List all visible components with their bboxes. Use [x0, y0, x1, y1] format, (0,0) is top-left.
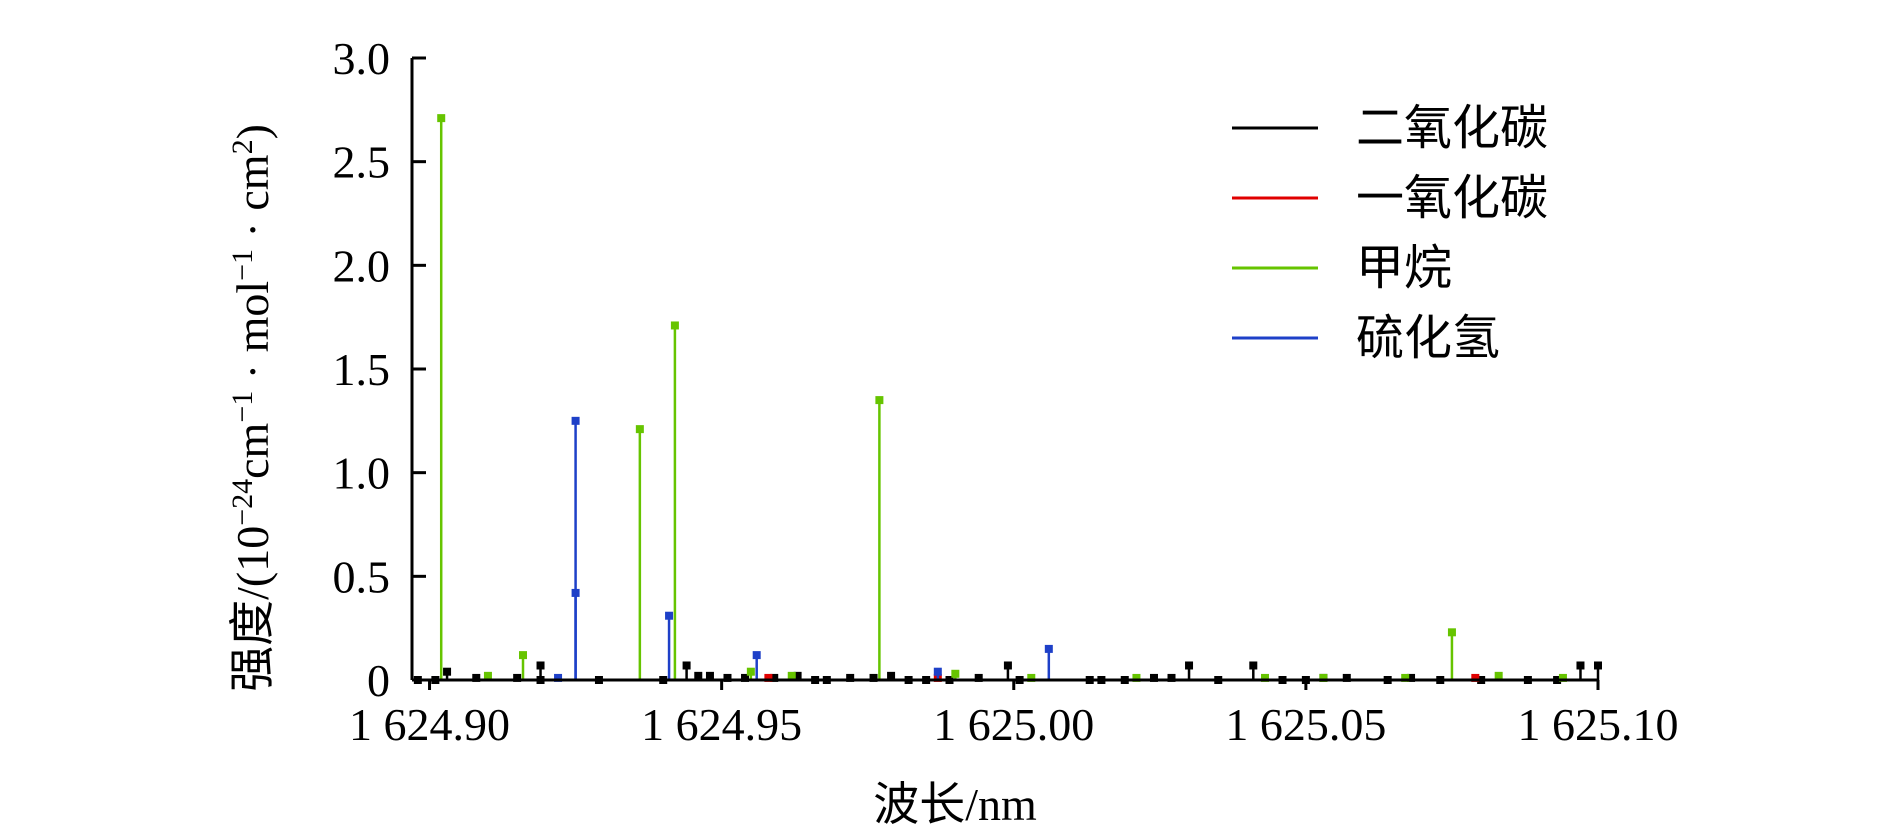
y-axis-label-sup: 2 — [226, 139, 259, 154]
stem-point — [770, 673, 779, 682]
stem-point — [1471, 673, 1480, 682]
stem-point — [682, 661, 691, 670]
stem-point — [951, 669, 960, 678]
y-tick-label: 1.0 — [333, 448, 391, 499]
x-tick-label: 1 624.90 — [349, 699, 510, 750]
legend-entry: 甲烷 — [1356, 242, 1452, 295]
y-axis-label-main: 强度/(10 — [227, 526, 278, 692]
stem-point — [694, 671, 703, 680]
stem-point — [723, 673, 732, 682]
series-硫化氢 — [554, 416, 1053, 682]
stem-point — [1185, 661, 1194, 670]
x-tick-label: 1 625.00 — [933, 699, 1094, 750]
stem-point — [1447, 628, 1456, 637]
stem-point — [1319, 673, 1328, 682]
stem-point — [846, 673, 855, 682]
stem-point — [571, 416, 580, 425]
y-tick-label: 2.0 — [333, 240, 391, 291]
stem-point — [1260, 673, 1269, 682]
y-axis-label-unit: cm — [227, 422, 278, 478]
stem-point — [635, 425, 644, 434]
y-axis-ticks: 0 0.5 1.0 1.5 2.0 2.5 3.0 — [333, 33, 426, 706]
series-甲烷 — [437, 114, 1567, 682]
stem-point — [1342, 673, 1351, 682]
y-tick-label: 0.5 — [333, 551, 391, 602]
y-axis-label-unit: · cm — [227, 154, 278, 249]
stem-point — [1249, 661, 1258, 670]
x-tick-label: 1 624.95 — [641, 699, 802, 750]
stem-point — [665, 611, 674, 620]
stem-point — [875, 396, 884, 405]
stem-point — [554, 673, 563, 682]
stem-point — [443, 667, 452, 676]
legend-entry: 二氧化碳 — [1356, 102, 1548, 155]
y-axis-label-sup: −1 — [226, 249, 259, 281]
stem-point — [1132, 673, 1141, 682]
stem-point — [1027, 673, 1036, 682]
stem-point — [787, 671, 796, 680]
stem-point — [741, 673, 750, 682]
stem-point — [793, 671, 802, 680]
stem-point — [1401, 673, 1410, 682]
stem-point — [670, 321, 679, 330]
x-axis-ticks: 1 624.90 1 624.95 1 625.00 1 625.05 1 625.10 — [349, 680, 1679, 750]
legend-entry: 硫化氢 — [1356, 312, 1500, 365]
legend-entry: 一氧化碳 — [1356, 172, 1548, 225]
stem-point — [752, 651, 761, 660]
stem-point — [536, 661, 545, 670]
stem-point — [437, 114, 446, 123]
stem-point — [1494, 671, 1503, 680]
y-axis-label-sup: −1 — [226, 391, 259, 423]
stem-point — [887, 671, 896, 680]
stem-point — [764, 673, 773, 682]
plot-area: 1 624.90 1 624.95 1 625.00 1 625.05 1 625.10… — [333, 33, 1679, 750]
stem-point — [705, 671, 714, 680]
y-axis-label-unit: · mol — [227, 281, 278, 391]
stem-point — [483, 671, 492, 680]
y-tick-label: 2.5 — [333, 137, 391, 188]
y-axis-label-sup: −24 — [226, 479, 259, 526]
stem-point — [746, 667, 755, 676]
stem-point — [974, 673, 983, 682]
x-tick-label: 1 625.10 — [1518, 699, 1679, 750]
stem-point — [472, 673, 481, 682]
stem-point — [869, 673, 878, 682]
stem-point — [1044, 644, 1053, 653]
stem-point — [1576, 661, 1585, 670]
y-axis-label-end: ) — [227, 124, 278, 139]
stem-point — [513, 673, 522, 682]
y-tick-label: 3.0 — [333, 33, 391, 84]
stem-point — [1003, 661, 1012, 670]
stem-point — [519, 651, 528, 660]
x-tick-label: 1 625.05 — [1225, 699, 1386, 750]
y-tick-label: 0 — [367, 655, 390, 706]
stem-point — [933, 667, 942, 676]
stem-point — [1594, 661, 1602, 670]
stem-point — [1149, 673, 1158, 682]
stem-point — [571, 588, 580, 597]
stem-point — [1407, 673, 1416, 682]
stem-point — [1167, 673, 1176, 682]
y-axis-label: 强度/(10−24cm−1 · mol−1 · cm2) — [226, 124, 278, 692]
y-tick-label: 1.5 — [333, 344, 391, 395]
x-axis-label: 波长/nm — [873, 779, 1037, 830]
stem-point — [1558, 673, 1567, 682]
